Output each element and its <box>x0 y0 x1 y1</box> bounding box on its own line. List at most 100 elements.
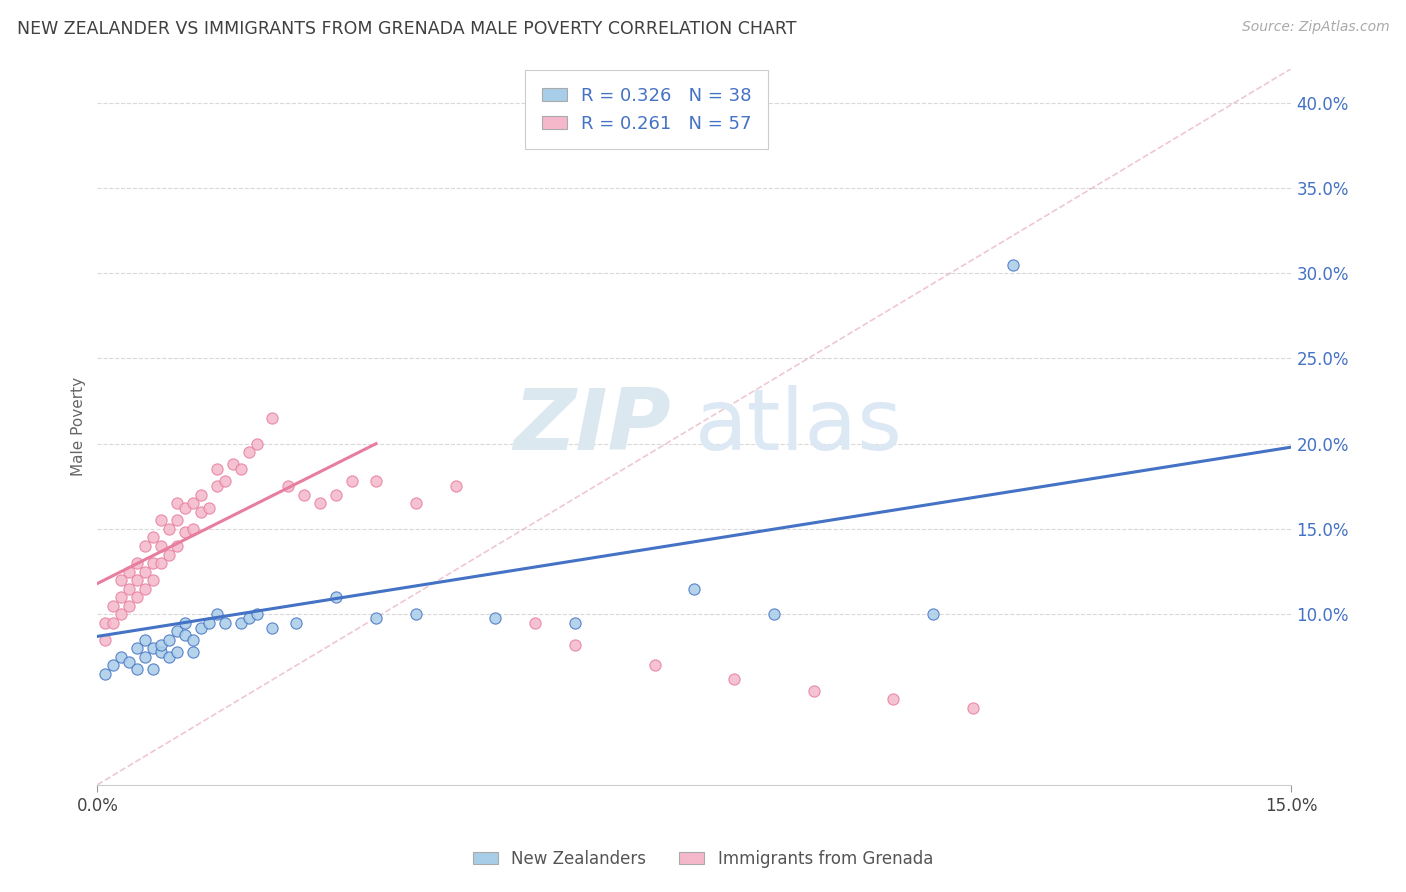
Point <box>142 641 165 656</box>
Point <box>309 496 332 510</box>
Point <box>134 539 156 553</box>
Point <box>238 445 260 459</box>
Point <box>763 607 786 622</box>
Point <box>229 615 252 630</box>
Point <box>181 645 204 659</box>
Point <box>127 662 149 676</box>
Point <box>174 628 197 642</box>
Point <box>962 701 984 715</box>
Point <box>94 667 117 681</box>
Point <box>174 615 197 630</box>
Point <box>118 655 141 669</box>
Point <box>110 649 132 664</box>
Point <box>157 632 180 647</box>
Point <box>229 462 252 476</box>
Point <box>174 501 197 516</box>
Text: atlas: atlas <box>695 385 903 468</box>
Y-axis label: Male Poverty: Male Poverty <box>72 377 86 476</box>
Point <box>127 573 149 587</box>
Point <box>262 621 284 635</box>
Point <box>134 632 156 647</box>
Point <box>238 610 260 624</box>
Point <box>142 662 165 676</box>
Point <box>325 590 347 604</box>
Point <box>134 649 156 664</box>
Point <box>94 632 117 647</box>
Point <box>564 638 586 652</box>
Point <box>292 488 315 502</box>
Point <box>142 531 165 545</box>
Point <box>181 496 204 510</box>
Point <box>166 624 188 639</box>
Point <box>166 645 188 659</box>
Point <box>683 582 706 596</box>
Point <box>134 565 156 579</box>
Point <box>564 615 586 630</box>
Point <box>118 565 141 579</box>
Text: Source: ZipAtlas.com: Source: ZipAtlas.com <box>1241 20 1389 34</box>
Point <box>364 610 387 624</box>
Point <box>181 522 204 536</box>
Point <box>166 496 188 510</box>
Point <box>245 436 267 450</box>
Point <box>922 607 945 622</box>
Point <box>205 607 228 622</box>
Point <box>882 692 904 706</box>
Point <box>364 474 387 488</box>
Point <box>205 462 228 476</box>
Point <box>644 658 666 673</box>
Point <box>110 607 132 622</box>
Point <box>150 638 173 652</box>
Point <box>205 479 228 493</box>
Point <box>221 457 243 471</box>
Point <box>127 556 149 570</box>
Point <box>723 672 745 686</box>
Point <box>190 488 212 502</box>
Point <box>118 599 141 613</box>
Point <box>285 615 308 630</box>
Point <box>142 573 165 587</box>
Point <box>94 615 117 630</box>
Point <box>1001 258 1024 272</box>
Point <box>150 513 173 527</box>
Point <box>214 474 236 488</box>
Point <box>405 607 427 622</box>
Point <box>150 556 173 570</box>
Point <box>142 556 165 570</box>
Point <box>340 474 363 488</box>
Point <box>444 479 467 493</box>
Point <box>405 496 427 510</box>
Point <box>245 607 267 622</box>
Text: ZIP: ZIP <box>513 385 671 468</box>
Point <box>110 573 132 587</box>
Point <box>181 632 204 647</box>
Point <box>103 658 125 673</box>
Point <box>166 539 188 553</box>
Text: NEW ZEALANDER VS IMMIGRANTS FROM GRENADA MALE POVERTY CORRELATION CHART: NEW ZEALANDER VS IMMIGRANTS FROM GRENADA… <box>17 20 796 37</box>
Point <box>150 645 173 659</box>
Point <box>118 582 141 596</box>
Legend: R = 0.326   N = 38, R = 0.261   N = 57: R = 0.326 N = 38, R = 0.261 N = 57 <box>526 70 768 149</box>
Point <box>127 641 149 656</box>
Point <box>325 488 347 502</box>
Point <box>127 590 149 604</box>
Point <box>134 582 156 596</box>
Point <box>103 615 125 630</box>
Point <box>190 505 212 519</box>
Point <box>103 599 125 613</box>
Point <box>157 649 180 664</box>
Point <box>157 548 180 562</box>
Legend: New Zealanders, Immigrants from Grenada: New Zealanders, Immigrants from Grenada <box>467 844 939 875</box>
Point <box>262 411 284 425</box>
Point <box>214 615 236 630</box>
Point <box>174 525 197 540</box>
Point <box>524 615 547 630</box>
Point <box>277 479 299 493</box>
Point <box>150 539 173 553</box>
Point <box>803 684 825 698</box>
Point <box>110 590 132 604</box>
Point <box>190 621 212 635</box>
Point <box>166 513 188 527</box>
Point <box>484 610 506 624</box>
Point <box>198 615 221 630</box>
